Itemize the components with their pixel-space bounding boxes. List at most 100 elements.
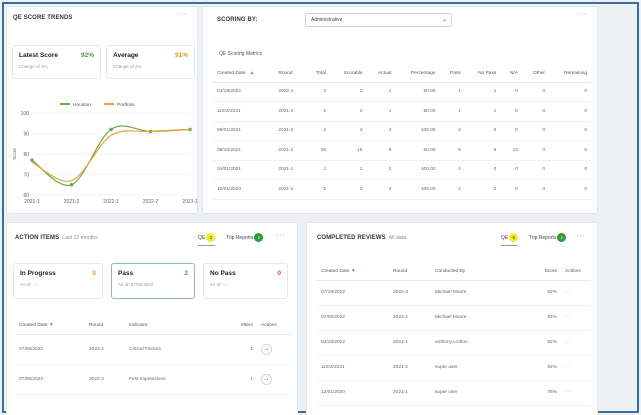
metrics-table: Created Date ▲ Round Total Scorable Actual Per… bbox=[213, 65, 591, 200]
reviews-title: COMPLETED REVIEWS All data bbox=[317, 235, 406, 241]
table-cell: 0 bbox=[521, 160, 550, 180]
table-row: 07/19/2022 2022-3 Michael Moore 92% ··· bbox=[317, 280, 591, 306]
table-cell: 09/01/2021 bbox=[213, 121, 275, 141]
row-score: 92% bbox=[531, 330, 561, 356]
col-percentage[interactable]: Percentage bbox=[395, 65, 440, 83]
table-cell: 2021-2 bbox=[274, 121, 306, 141]
table-cell: 1 bbox=[439, 82, 465, 102]
table-cell: 0 bbox=[549, 82, 591, 102]
data-point bbox=[188, 127, 192, 132]
table-cell: 0 bbox=[464, 160, 501, 180]
table-cell: 0 bbox=[521, 179, 550, 200]
col-created-date[interactable]: Created Date ▼ bbox=[317, 263, 389, 281]
row-conducted-by: super user bbox=[431, 380, 531, 406]
table-row: 11/03/2021 2021-2 super user 92% ··· bbox=[317, 355, 591, 381]
tab-qe[interactable]: QE 2 bbox=[198, 233, 216, 246]
row-indicator: First Impressions bbox=[125, 364, 227, 395]
col-score[interactable]: Score bbox=[531, 263, 561, 281]
col-created-date[interactable]: Created Date ▼ bbox=[15, 317, 85, 335]
col-total[interactable]: Total bbox=[305, 65, 331, 83]
table-cell: 1 bbox=[366, 101, 396, 122]
col-scorable[interactable]: Scorable bbox=[330, 65, 367, 83]
table-cell: 9 bbox=[439, 140, 465, 161]
tab-qe[interactable]: QE 5 bbox=[501, 233, 519, 246]
legend-label: Portfolio bbox=[117, 102, 135, 108]
more-actions-icon[interactable]: ··· bbox=[565, 315, 572, 320]
table-cell: 04/18/2022 bbox=[213, 82, 275, 102]
col-round[interactable]: Round bbox=[274, 65, 306, 83]
col-remaining[interactable]: Remaining bbox=[549, 65, 591, 83]
reviews-title-text: COMPLETED REVIEWS bbox=[317, 235, 386, 241]
in-progress-label: In Progress bbox=[20, 270, 56, 277]
tab-trip-reports[interactable]: Trip Reports 1 bbox=[226, 233, 264, 242]
col-actions: Actions bbox=[257, 317, 291, 335]
tab-trip-reports[interactable]: Trip Reports 1 bbox=[529, 233, 567, 242]
reviews-more-icon[interactable]: ··· bbox=[576, 232, 585, 239]
row-round: 2022-2 bbox=[85, 334, 125, 365]
table-cell: 1 bbox=[366, 82, 396, 102]
data-point bbox=[69, 182, 74, 187]
col-round[interactable]: Round bbox=[85, 317, 125, 335]
more-actions-icon[interactable]: ··· bbox=[565, 290, 572, 295]
more-actions-icon[interactable]: ··· bbox=[565, 340, 572, 345]
more-actions-icon[interactable]: ··· bbox=[565, 365, 572, 370]
more-actions-icon[interactable]: ··· bbox=[565, 390, 572, 395]
col-no-pass[interactable]: No Pass bbox=[464, 65, 501, 83]
col-n-a[interactable]: N/A bbox=[500, 65, 522, 83]
tab-trip-label: Trip Reports bbox=[226, 234, 254, 241]
in-progress-asof: As of: --- bbox=[20, 282, 38, 287]
col-created-date[interactable]: Created Date ▲ bbox=[213, 65, 275, 83]
table-cell: 6 bbox=[464, 140, 501, 161]
col-other[interactable]: Other bbox=[521, 65, 550, 83]
col-created-date-label: Created Date bbox=[321, 268, 350, 274]
trends-more-icon[interactable]: ··· bbox=[178, 11, 187, 18]
column-label: Percentage bbox=[410, 70, 436, 76]
data-point bbox=[109, 127, 113, 132]
table-cell: 08/10/2021 bbox=[213, 140, 275, 161]
scoring-more-icon[interactable]: ··· bbox=[578, 11, 587, 18]
col-item[interactable]: #Item bbox=[227, 317, 257, 335]
arrow-right-icon[interactable]: → bbox=[261, 343, 272, 355]
row-conducted-by: anthony.crofton bbox=[431, 330, 531, 356]
no-pass-asof: As of: --- bbox=[210, 282, 228, 287]
scoring-title: SCORING BY: bbox=[217, 17, 258, 23]
row-score: 92% bbox=[531, 280, 561, 306]
col-conducted-by[interactable]: Conducted By bbox=[431, 263, 531, 281]
arrow-right-icon[interactable]: → bbox=[261, 373, 272, 385]
row-date: 07/06/2022 bbox=[317, 305, 389, 331]
tab-qe-count: 2 bbox=[206, 233, 216, 242]
table-cell: 1 bbox=[439, 101, 465, 122]
in-progress-value: 0 bbox=[92, 270, 96, 277]
col-actual[interactable]: Actual bbox=[366, 65, 396, 83]
table-cell: 13 bbox=[500, 140, 522, 161]
tab-trip-count: 1 bbox=[557, 233, 567, 242]
tab-qe-label: QE bbox=[501, 234, 509, 241]
scoring-select[interactable]: Administrative ⌄ bbox=[305, 13, 452, 27]
no-pass-value: 0 bbox=[277, 270, 281, 277]
table-cell: 0 bbox=[521, 140, 550, 161]
column-label: Actual bbox=[378, 70, 392, 76]
y-tick-label: 100 bbox=[21, 111, 30, 117]
table-cell: 2 bbox=[305, 82, 331, 102]
in-progress-card[interactable]: In Progress 0 As of: --- bbox=[13, 263, 103, 299]
table-cell: 2 bbox=[439, 160, 465, 180]
row-actions: → bbox=[257, 364, 291, 395]
table-cell: 2 bbox=[305, 160, 331, 180]
table-cell: 0 bbox=[464, 121, 501, 141]
latest-score-card: Latest Score 92% Change of 1% bbox=[12, 45, 101, 79]
row-date: 12/01/2020 bbox=[317, 380, 389, 406]
table-cell: 9 bbox=[366, 140, 396, 161]
pass-card[interactable]: Pass 2 As of: 07/06/2022 bbox=[111, 263, 195, 299]
col-round[interactable]: Round bbox=[389, 263, 431, 281]
score-trend-chart: 60 70 80 90 100 2021-1 2021-2 2022-1 2022-2 2023-… bbox=[12, 102, 198, 205]
table-row: 12/01/2020 2021-1 super user 78% ··· bbox=[317, 380, 591, 406]
no-pass-card[interactable]: No Pass 0 As of: --- bbox=[203, 263, 288, 299]
actions-more-icon[interactable]: ··· bbox=[276, 232, 285, 239]
table-cell: 0 bbox=[549, 121, 591, 141]
table-row: 04/01/2021 2021-1 2 2 2 100.00 2 0 0 0 0 bbox=[213, 160, 591, 180]
col-indicator[interactable]: Indicator bbox=[125, 317, 227, 335]
col-pass[interactable]: Pass bbox=[439, 65, 465, 83]
row-conducted-by: super user bbox=[431, 355, 531, 381]
table-cell: 2021-1 bbox=[274, 179, 306, 200]
scoring-by-card: SCORING BY: Administrative ⌄ ··· QE Scor… bbox=[202, 6, 598, 214]
